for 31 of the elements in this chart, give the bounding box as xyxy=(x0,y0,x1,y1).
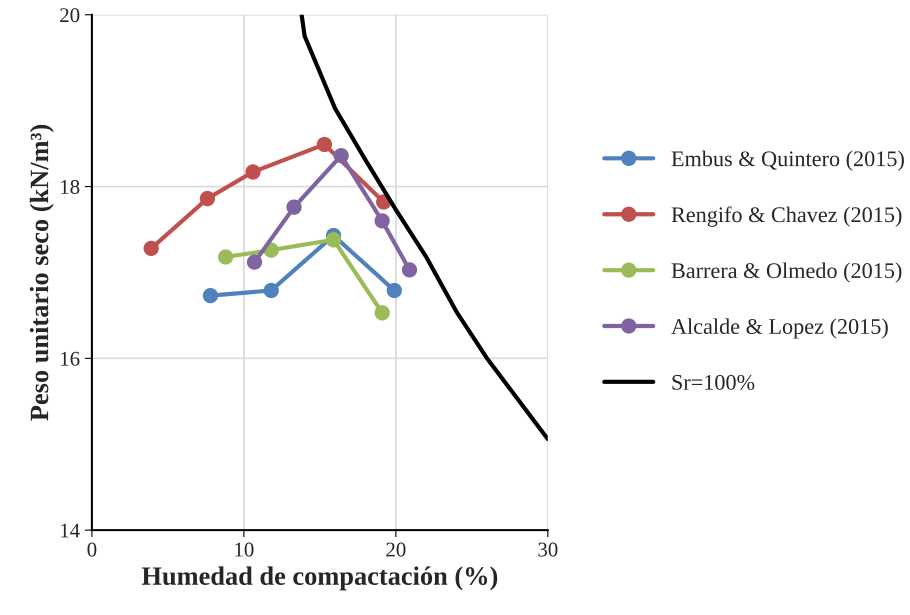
point xyxy=(264,282,279,298)
point xyxy=(144,240,159,256)
legend-label: Sr=100% xyxy=(672,374,754,390)
point xyxy=(402,262,418,278)
legend-label: Embus & Quintero (2015) xyxy=(672,150,904,171)
x-tick-label: 20 xyxy=(386,542,406,557)
point xyxy=(334,148,349,164)
y-tick-label: 14 xyxy=(61,524,80,538)
legend-label: Alcalde & Lopez (2015) xyxy=(671,318,888,339)
legend-label: Barrera & Olmedo (2015) xyxy=(672,262,902,283)
point xyxy=(200,190,216,206)
point xyxy=(245,164,261,180)
point xyxy=(374,213,390,229)
legend-label: Rengifo & Chavez (2015) xyxy=(672,206,902,227)
point xyxy=(374,305,390,320)
x-tick-label: 30 xyxy=(538,542,558,557)
y-tick-label: 18 xyxy=(61,180,80,194)
y-tick-label: 20 xyxy=(60,8,80,22)
point xyxy=(326,232,342,248)
point xyxy=(218,249,234,265)
point xyxy=(246,254,262,270)
point xyxy=(386,282,402,298)
point xyxy=(286,200,302,215)
line-series xyxy=(300,14,548,442)
x-axis-title: Humedad de compactación (%) xyxy=(142,566,498,590)
point xyxy=(202,288,218,304)
x-tick-label: 0 xyxy=(87,542,96,557)
x-tick-label: 10 xyxy=(235,542,254,557)
point xyxy=(316,136,332,152)
y-tick-label: 16 xyxy=(61,352,80,366)
y-axis-title: Peso unitario seco (kN/m³) xyxy=(30,124,54,421)
